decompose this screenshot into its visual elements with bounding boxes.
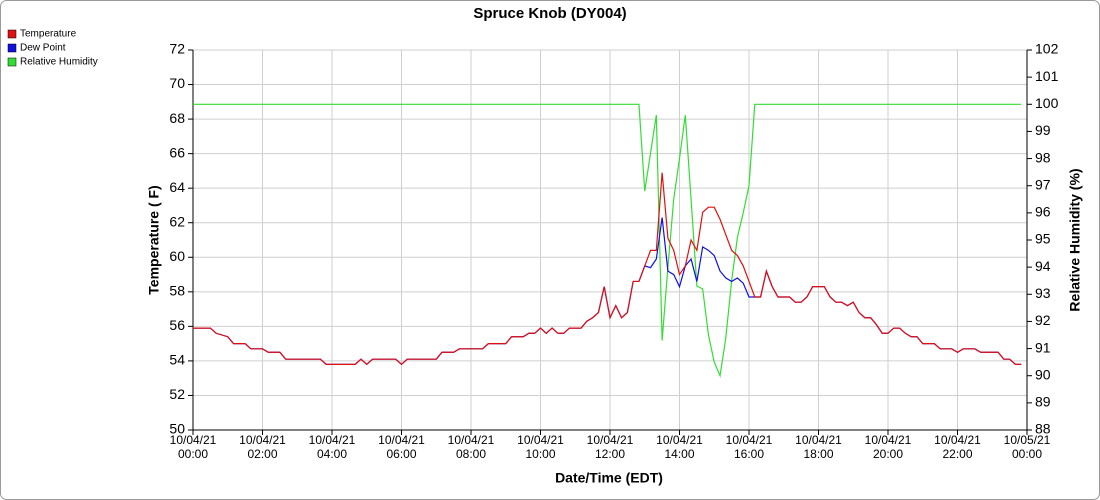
y-tick-label: 56 <box>169 317 185 333</box>
y-tick-label: 72 <box>169 41 185 57</box>
legend-swatch <box>7 43 17 53</box>
y2-tick-label: 92 <box>1035 312 1051 328</box>
y2-tick-label: 102 <box>1035 41 1059 57</box>
chart-title: Spruce Knob (DY004) <box>473 5 626 22</box>
x-tick-label: 10/04/21 00:00 <box>169 433 217 461</box>
y2-tick-label: 95 <box>1035 231 1051 247</box>
x-tick-label: 10/04/21 22:00 <box>934 433 981 461</box>
legend-swatch <box>7 29 17 39</box>
x-tick-label: 10/04/21 16:00 <box>725 433 773 461</box>
y-tick-label: 50 <box>169 421 185 437</box>
y-tick-label: 52 <box>169 386 185 402</box>
x-tick-label: 10/04/21 20:00 <box>864 433 912 461</box>
y2-tick-label: 90 <box>1035 366 1051 382</box>
legend-label: Dew Point <box>20 43 66 54</box>
x-axis-label: Date/Time (EDT) <box>555 470 663 486</box>
legend-swatch <box>7 57 17 67</box>
x-tick-label: 10/04/21 08:00 <box>447 433 495 461</box>
y2-tick-label: 88 <box>1035 421 1051 437</box>
x-tick-label: 10/04/21 18:00 <box>795 433 842 461</box>
y2-tick-label: 96 <box>1035 204 1051 220</box>
y-tick-label: 66 <box>169 144 185 160</box>
y2-tick-label: 100 <box>1035 95 1059 111</box>
x-tick-label: 10/04/21 06:00 <box>378 433 425 461</box>
series-line <box>193 103 1022 378</box>
y2-tick-label: 99 <box>1035 122 1051 138</box>
x-tick-label: 10/05/21 00:00 <box>1003 433 1051 461</box>
y-tick-label: 62 <box>169 213 185 229</box>
y-axis-label: Temperature ( F) <box>146 185 162 294</box>
y-tick-label: 64 <box>169 179 185 195</box>
x-tick-label: 10/04/21 02:00 <box>239 433 286 461</box>
legend-label: Relative Humidity <box>20 57 98 68</box>
y2-tick-label: 97 <box>1035 176 1051 192</box>
y2-tick-label: 91 <box>1035 339 1051 355</box>
legend-label: Temperature <box>20 29 77 40</box>
y-tick-label: 70 <box>169 75 185 91</box>
series-line <box>193 172 1022 366</box>
x-tick-label: 10/04/21 10:00 <box>517 433 564 461</box>
x-tick-label: 10/04/21 04:00 <box>308 433 356 461</box>
y2-tick-label: 93 <box>1035 285 1051 301</box>
y-tick-label: 60 <box>169 248 185 264</box>
y2-tick-label: 101 <box>1035 68 1059 84</box>
y-tick-label: 54 <box>169 352 185 368</box>
x-tick-label: 10/04/21 12:00 <box>586 433 634 461</box>
y2-axis-label: Relative Humidity (%) <box>1067 168 1083 311</box>
y-tick-label: 68 <box>169 110 185 126</box>
y2-tick-label: 98 <box>1035 149 1051 165</box>
y2-tick-label: 94 <box>1035 258 1051 274</box>
y2-tick-label: 89 <box>1035 394 1051 410</box>
y-tick-label: 58 <box>169 283 185 299</box>
x-tick-label: 10/04/21 14:00 <box>656 433 703 461</box>
